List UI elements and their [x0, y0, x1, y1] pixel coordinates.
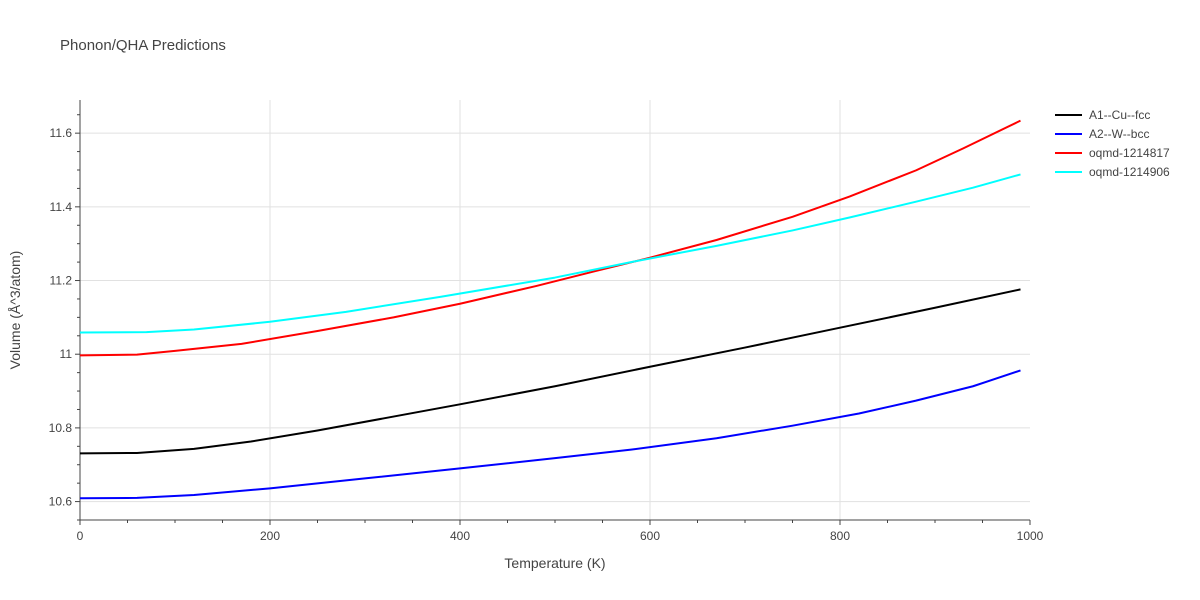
- x-tick-label: 800: [830, 529, 850, 543]
- legend-item-oqmd-1214817[interactable]: oqmd-1214817: [1055, 146, 1170, 160]
- y-tick-label: 11.6: [50, 126, 73, 140]
- x-tick-label: 400: [450, 529, 470, 543]
- series-line-oqmd-1214817[interactable]: [79, 119, 1021, 357]
- y-tick-label: 11.4: [50, 200, 73, 214]
- tick-labels: 0 200 400 600 800 1000 10.6 10.8 11 11.2 11.4 11.6: [49, 126, 1044, 543]
- x-tick-label: 0: [77, 529, 84, 543]
- legend-item-A2--W--bcc[interactable]: A2--W--bcc: [1055, 127, 1149, 141]
- y-tick-label: 10.6: [49, 495, 73, 509]
- legend-label: A2--W--bcc: [1089, 127, 1149, 141]
- series-line-A2--W--bcc[interactable]: [79, 369, 1021, 500]
- legend[interactable]: A1--Cu--fcc A2--W--bcc oqmd-1214817 oqmd-12…: [1055, 108, 1170, 179]
- series-group: [79, 119, 1021, 500]
- y-tick-label: 11: [60, 347, 73, 361]
- legend-label: oqmd-1214906: [1089, 165, 1170, 179]
- legend-label: oqmd-1214817: [1089, 146, 1170, 160]
- x-axis-title: Temperature (K): [504, 555, 605, 571]
- grid: [80, 100, 1030, 520]
- axes: [75, 100, 1031, 525]
- chart-title: Phonon/QHA Predictions: [60, 37, 226, 54]
- y-tick-label: 10.8: [49, 421, 73, 435]
- series-line-A1--Cu--fcc[interactable]: [79, 288, 1021, 455]
- x-tick-label: 1000: [1017, 529, 1044, 543]
- y-axis-title: Volume (Å^3/atom): [7, 251, 23, 370]
- legend-item-oqmd-1214906[interactable]: oqmd-1214906: [1055, 165, 1170, 179]
- legend-item-A1--Cu--fcc[interactable]: A1--Cu--fcc: [1055, 108, 1150, 122]
- x-tick-label: 200: [260, 529, 280, 543]
- y-tick-label: 11.2: [50, 274, 73, 288]
- series-line-oqmd-1214906[interactable]: [79, 173, 1021, 334]
- x-tick-label: 600: [640, 529, 660, 543]
- legend-label: A1--Cu--fcc: [1089, 108, 1150, 122]
